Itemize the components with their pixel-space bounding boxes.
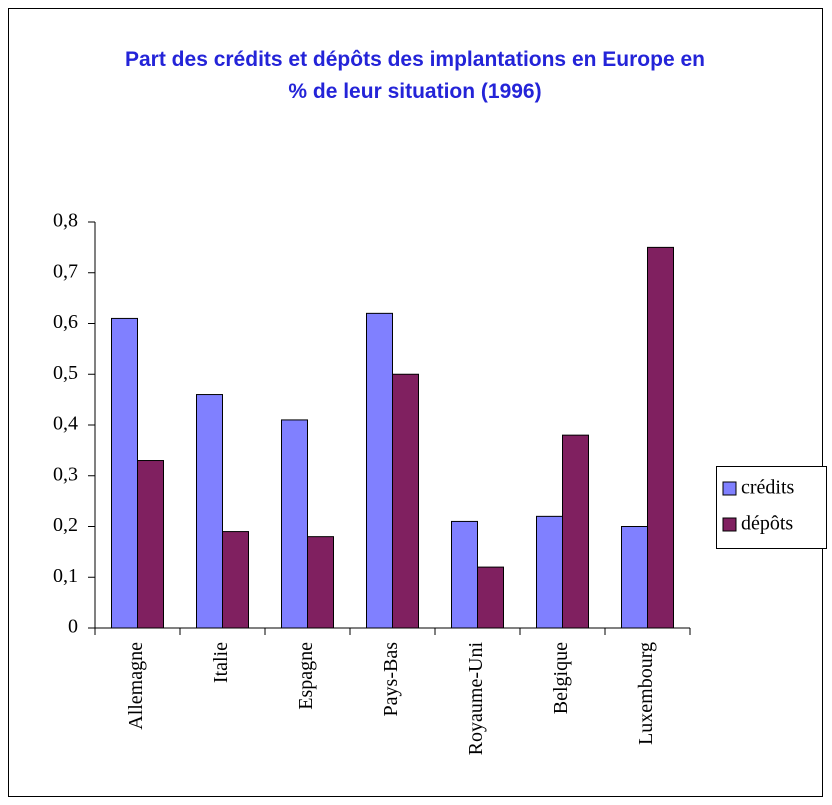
legend-box	[716, 466, 827, 549]
legend-swatch	[722, 517, 737, 532]
bar	[451, 520, 478, 629]
y-tick-label: 0,6	[53, 311, 78, 333]
x-tick-label: Luxembourg	[635, 642, 657, 745]
x-tick-label: Italie	[210, 642, 232, 683]
bar	[477, 566, 504, 629]
y-tick-label: 0,5	[53, 362, 78, 384]
y-tick-label: 0,8	[53, 210, 78, 232]
bar	[621, 526, 648, 629]
x-tick-label: Allemagne	[125, 642, 147, 730]
bar	[392, 373, 419, 629]
x-tick-label: Pays-Bas	[380, 642, 402, 717]
bar	[307, 536, 334, 629]
y-tick-label: 0,2	[53, 514, 78, 536]
y-tick-label: 0,7	[53, 260, 78, 282]
legend-label: crédits	[741, 477, 795, 499]
bar	[647, 246, 674, 629]
bar	[111, 317, 138, 629]
bar	[196, 394, 223, 629]
legend-label: dépôts	[741, 513, 793, 535]
frame	[8, 8, 823, 797]
y-tick-label: 0,3	[53, 463, 78, 485]
x-tick-label: Espagne	[295, 642, 317, 710]
bar	[222, 531, 249, 629]
x-tick-label: Belgique	[550, 642, 572, 714]
y-tick-label: 0,1	[53, 565, 78, 587]
bar	[366, 312, 393, 629]
y-tick-label: 0	[68, 616, 78, 638]
bar	[137, 460, 164, 629]
bar	[536, 515, 563, 629]
x-tick-label: Royaume-Uni	[465, 642, 487, 756]
legend-swatch	[722, 481, 737, 496]
bar	[281, 419, 308, 629]
y-tick-label: 0,4	[53, 413, 78, 435]
bar	[562, 434, 589, 629]
chart-title: Part des crédits et dépôts des implantat…	[125, 48, 705, 103]
